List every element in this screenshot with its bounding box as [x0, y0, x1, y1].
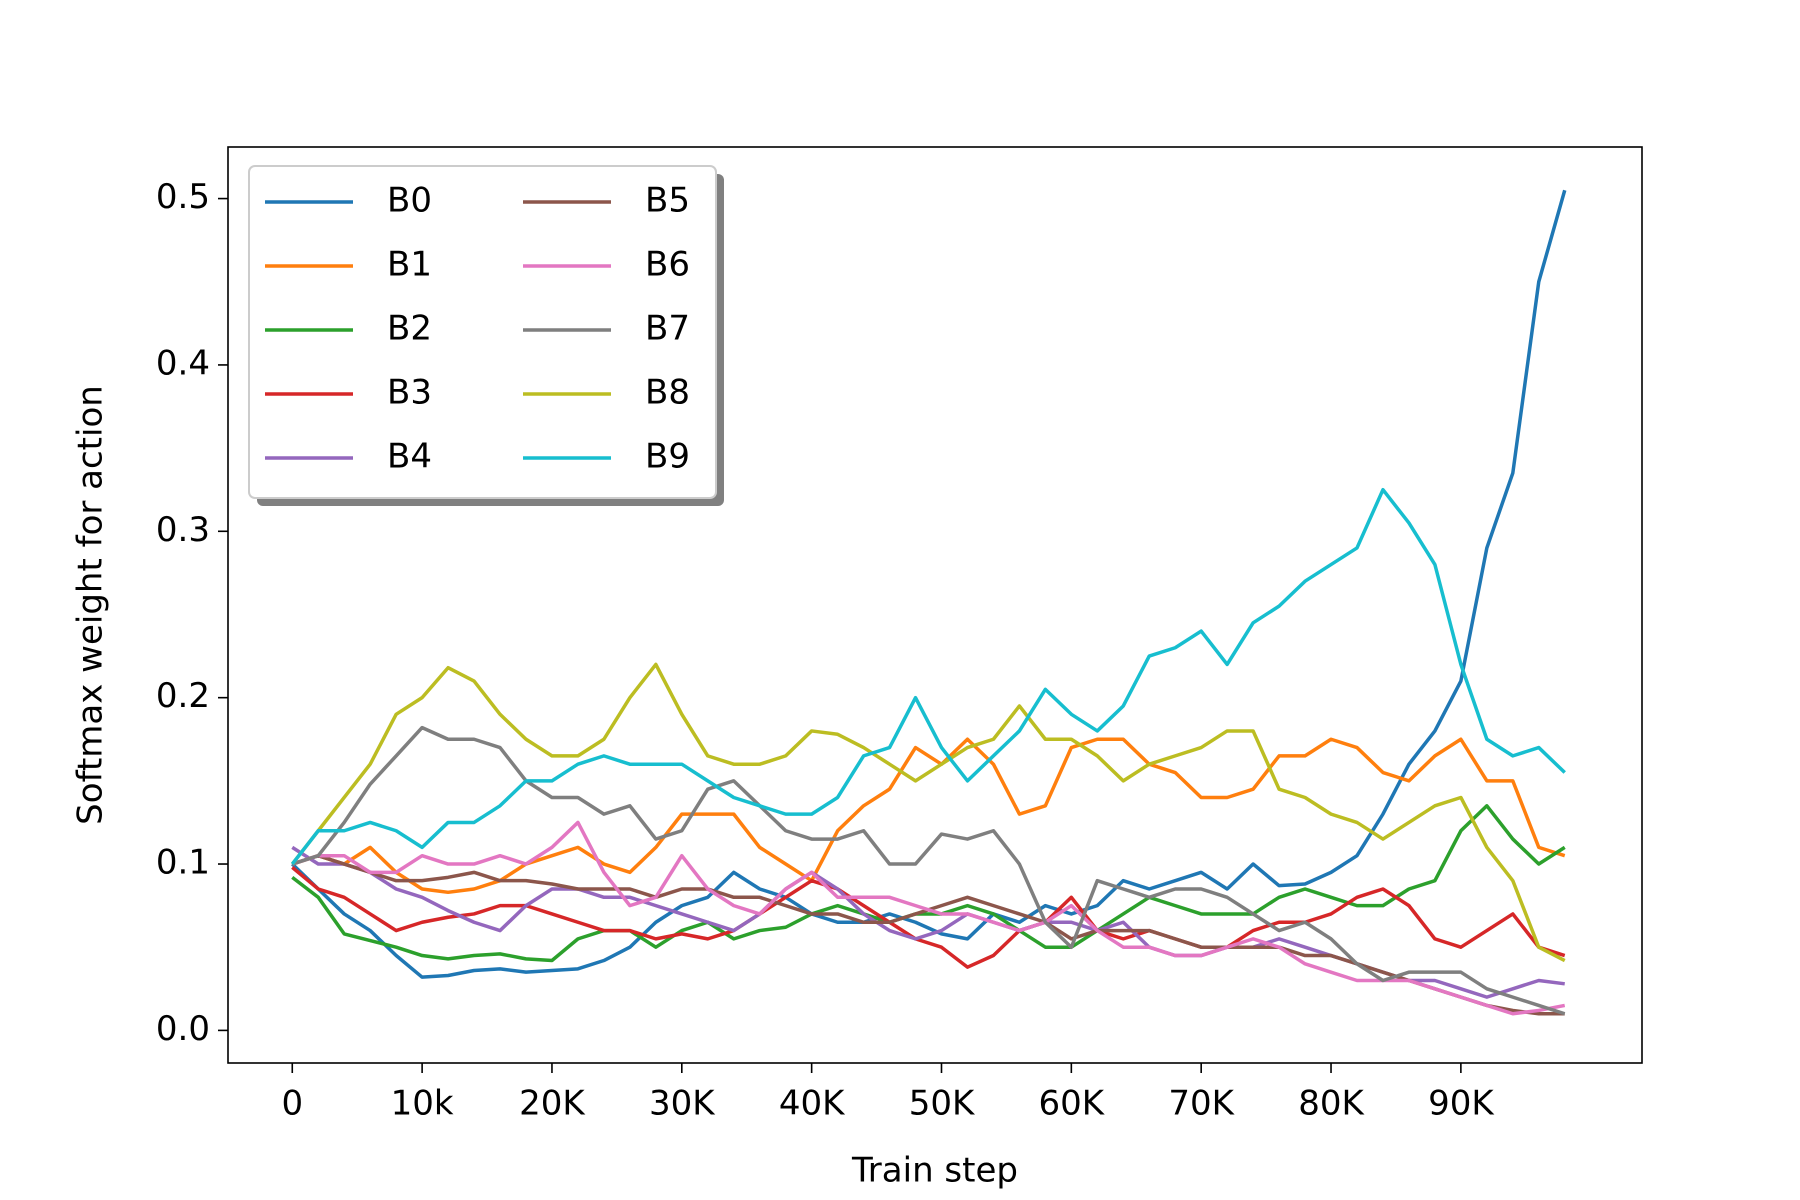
x-tick-label: 70K [1168, 1084, 1235, 1124]
x-tick-label: 0 [281, 1084, 303, 1124]
legend-label: B4 [387, 437, 432, 477]
y-tick-label: 0.5 [156, 177, 210, 217]
legend-label: B7 [645, 309, 690, 349]
x-tick-label: 20K [519, 1084, 586, 1124]
series-line [291, 820, 1566, 1016]
series-line [291, 804, 1566, 963]
x-axis-label: Train step [851, 1151, 1018, 1191]
legend-label: B3 [387, 373, 432, 413]
legend-label: B8 [645, 373, 690, 413]
x-tick-label: 90K [1428, 1084, 1495, 1124]
plot-frame [227, 146, 1643, 1064]
legend-label: B0 [387, 181, 432, 221]
y-tick-label: 0.1 [156, 843, 210, 883]
legend-label: B2 [387, 309, 432, 349]
y-tick-label: 0.2 [156, 676, 210, 716]
x-tick-label: 40K [779, 1084, 846, 1124]
legend [248, 165, 717, 499]
series-line [291, 737, 1566, 895]
x-tick-label: 60K [1039, 1084, 1106, 1124]
series-line [291, 725, 1566, 1016]
y-tick-label: 0.0 [156, 1009, 210, 1049]
series-line [291, 866, 1566, 969]
x-tick-label: 30K [649, 1084, 716, 1124]
series-line [290, 487, 1566, 866]
legend-label: B1 [387, 245, 432, 285]
legend-label: B5 [645, 181, 690, 221]
series-line [290, 662, 1566, 963]
legend-label: B6 [645, 245, 690, 285]
x-tick-label: 10k [391, 1084, 454, 1124]
y-tick-label: 0.4 [156, 343, 210, 383]
y-axis-label: Softmax weight for action [71, 385, 111, 825]
y-tick-label: 0.3 [156, 510, 210, 550]
series-line [291, 189, 1567, 979]
x-tick-label: 80K [1298, 1084, 1365, 1124]
legend-label: B9 [645, 437, 690, 477]
x-tick-label: 50K [909, 1084, 976, 1124]
